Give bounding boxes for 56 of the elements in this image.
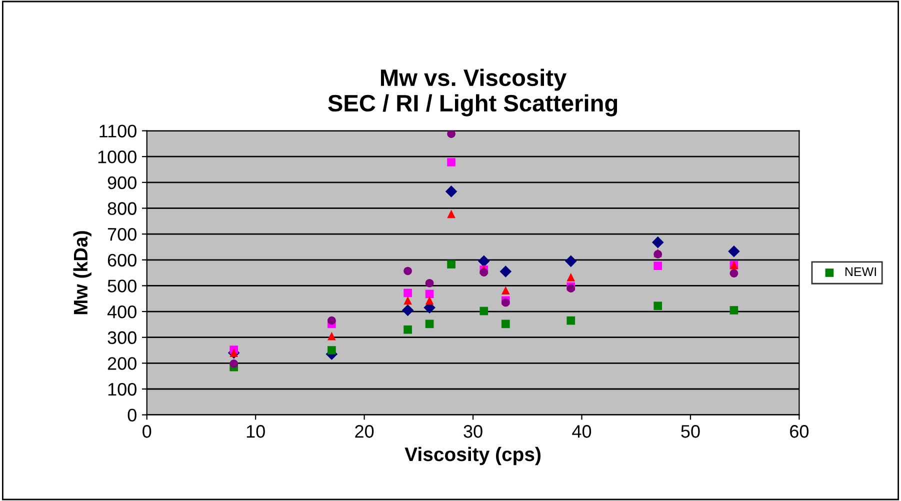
point	[328, 316, 336, 325]
point	[404, 266, 412, 276]
point	[447, 210, 456, 218]
point	[501, 286, 510, 295]
point	[445, 186, 458, 198]
y-tick-label: 300	[108, 331, 136, 344]
point	[478, 255, 490, 268]
y-tick-label: 400	[107, 305, 136, 318]
x-axis-title: Viscosity (cps)	[404, 446, 541, 466]
point	[730, 306, 738, 314]
point	[404, 288, 412, 298]
y-tick-label: 100	[108, 382, 136, 396]
chart-title: Mw vs. Viscosity SEC / RI / Light Scattering	[328, 68, 618, 116]
x-tick-label: 30	[464, 425, 482, 438]
y-axis-title: Mw (kDa)	[73, 231, 92, 314]
point	[501, 320, 510, 328]
point	[728, 245, 740, 258]
y-tick-label: 700	[108, 228, 136, 241]
point	[328, 332, 336, 340]
point	[480, 268, 488, 276]
y-tick-label: 500	[108, 280, 136, 292]
x-tick-label: 60	[790, 425, 809, 438]
y-tick-label: 200	[108, 357, 136, 370]
y-tick-label: 0	[128, 408, 136, 422]
point	[564, 255, 577, 268]
y-tick-label: 1100	[100, 124, 136, 138]
point	[566, 316, 576, 325]
legend-label: NEWI	[845, 267, 876, 276]
point	[447, 158, 456, 166]
y-tick-label: 800	[108, 202, 136, 215]
x-tick-label: 50	[681, 425, 700, 438]
point	[402, 304, 414, 316]
x-tick-label: 10	[246, 425, 265, 438]
point	[425, 278, 434, 288]
point	[654, 262, 662, 270]
point	[404, 325, 412, 334]
point	[328, 346, 336, 354]
x-tick-label: 20	[355, 425, 374, 438]
y-tick-label: 1000	[98, 150, 136, 164]
y-tick-label: 900	[108, 176, 136, 190]
point	[480, 306, 488, 316]
x-tick-label: 40	[572, 425, 592, 438]
point	[425, 290, 434, 298]
point	[425, 296, 434, 305]
y-tick-label: 600	[108, 254, 136, 267]
point	[230, 360, 238, 368]
point	[447, 260, 456, 268]
point	[425, 320, 434, 328]
x-tick-label: 0	[142, 425, 152, 438]
point	[654, 302, 662, 310]
point	[500, 266, 512, 278]
point	[566, 273, 576, 282]
point	[404, 296, 412, 305]
point	[447, 130, 456, 138]
point	[730, 269, 738, 278]
point	[652, 236, 664, 248]
